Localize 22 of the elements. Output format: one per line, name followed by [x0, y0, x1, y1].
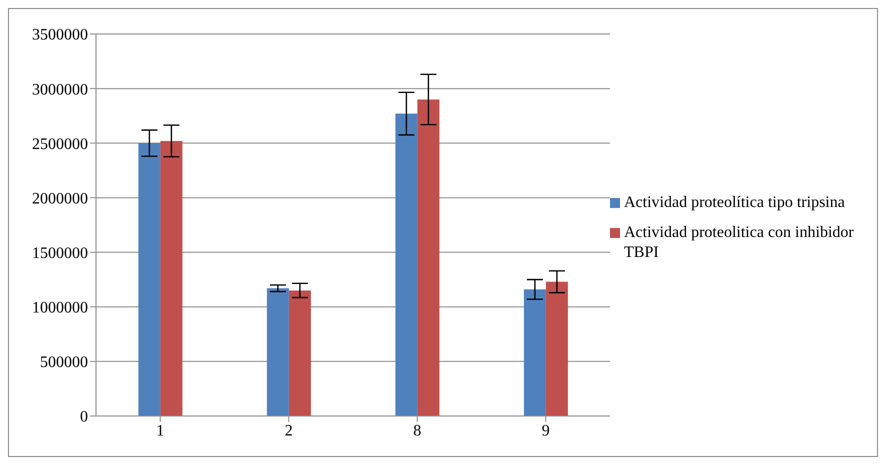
x-tick-label: 1 [156, 422, 164, 440]
y-tick-label: 0 [80, 408, 88, 426]
bar [524, 289, 546, 416]
y-tick-label: 500000 [40, 354, 88, 372]
bar [395, 114, 418, 416]
bar [546, 282, 568, 416]
legend-label: Actividad proteolitica con inhibidor TBPI [624, 222, 855, 262]
y-tick-label: 1000000 [32, 300, 88, 317]
y-tick-label: 2500000 [32, 136, 88, 153]
bar [417, 99, 440, 416]
bar [138, 143, 160, 416]
x-tick-label: 9 [542, 422, 550, 440]
x-tick-label: 2 [284, 422, 293, 440]
x-tick-label: 8 [413, 422, 422, 440]
bar [266, 288, 289, 416]
bar [160, 140, 182, 416]
legend-label: Actividad proteolítica tipo tripsina [624, 192, 845, 212]
y-tick-label: 2000000 [32, 190, 88, 208]
bar [288, 290, 311, 416]
y-tick-label: 3000000 [32, 81, 88, 98]
y-tick-label: 3500000 [32, 26, 88, 44]
y-tick-label: 1500000 [32, 244, 88, 262]
